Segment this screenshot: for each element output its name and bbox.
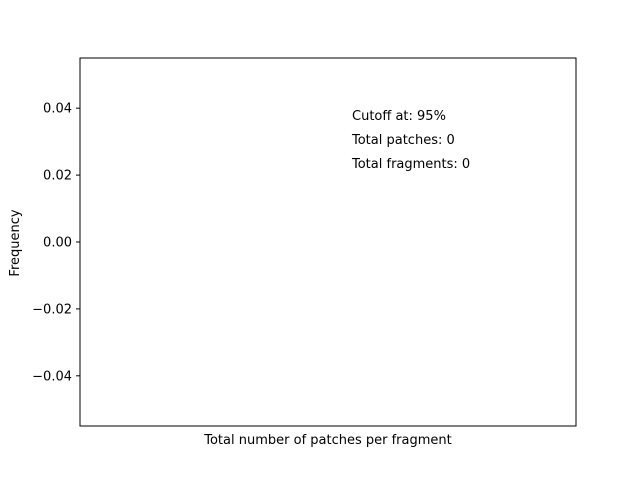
plot-area-frame: [79, 57, 577, 427]
annotation-text: Total fragments: 0: [351, 157, 470, 172]
y-tick-label: 0.00: [43, 236, 72, 251]
y-tick-label: −0.04: [32, 369, 72, 384]
y-tick-label: −0.02: [32, 302, 72, 317]
annotation-group: Cutoff at: 95% Total patches: 0 Total frag…: [351, 109, 470, 172]
annotation-text: Cutoff at: 95%: [352, 109, 446, 124]
y-tick-label: 0.04: [43, 102, 72, 117]
y-tick-label: 0.02: [43, 169, 72, 184]
y-axis-label: Frequency: [8, 209, 23, 276]
y-axis-ticks: 0.04 0.02 0.00 −0.02 −0.04: [32, 102, 80, 384]
annotation-text: Total patches: 0: [351, 133, 455, 148]
x-axis-label: Total number of patches per fragment: [203, 433, 452, 448]
